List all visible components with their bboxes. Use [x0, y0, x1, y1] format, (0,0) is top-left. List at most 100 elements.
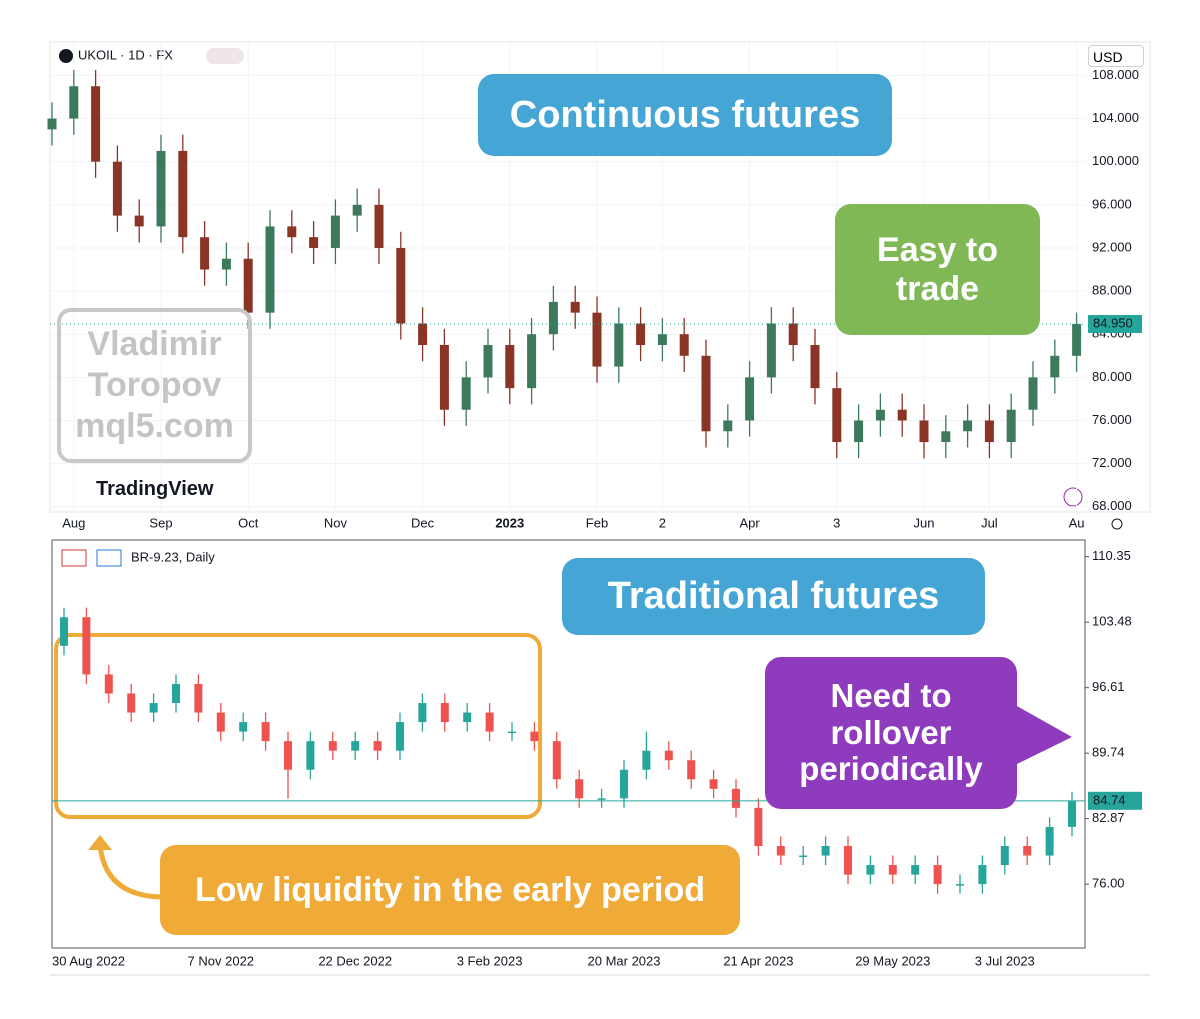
candle-body [911, 865, 920, 875]
y-tick-label: 92.000 [1092, 239, 1132, 254]
badge [206, 48, 244, 64]
candle-body [745, 377, 755, 421]
x-tick-label: 22 Dec 2022 [318, 953, 392, 968]
candle-body [642, 750, 651, 770]
candle-body [178, 150, 188, 238]
candle-body [941, 431, 951, 443]
candle-body [112, 161, 122, 216]
x-tick-label: Apr [739, 515, 760, 530]
x-tick-label: Feb [586, 515, 608, 530]
candle-body [1045, 826, 1054, 856]
candle-body [1050, 355, 1060, 378]
y-tick-label: 103.48 [1092, 614, 1132, 629]
candle-body [328, 741, 337, 751]
icon [96, 549, 122, 567]
x-tick-label: 3 Feb 2023 [457, 953, 523, 968]
y-tick-label: 100.000 [1092, 153, 1139, 168]
candle-body [306, 741, 315, 770]
candle-body [723, 420, 733, 432]
candle-body [766, 323, 776, 378]
x-tick-label: Nov [324, 515, 348, 530]
x-tick-label: Aug [62, 515, 85, 530]
annotation: Continuous futures [478, 74, 892, 156]
candle-body [888, 865, 897, 875]
icon [1063, 487, 1083, 507]
y-tick-label: 108.000 [1092, 67, 1139, 82]
annotation: Need to rollover periodically [765, 657, 1017, 809]
candle-body [418, 703, 427, 723]
candle-body [330, 215, 340, 248]
candle-body [821, 846, 830, 856]
price-tag [1088, 314, 1142, 333]
x-tick-label: 21 Apr 2023 [723, 953, 793, 968]
candle-body [1023, 846, 1032, 856]
candle-body [127, 693, 136, 713]
candle-body [1006, 409, 1016, 443]
candle-body [548, 301, 558, 335]
price-tag-label: 84.950 [1093, 315, 1133, 330]
candle-body [754, 807, 763, 846]
candle-body [156, 150, 166, 227]
candle-body [875, 409, 885, 421]
y-tick-label: 72.000 [1092, 455, 1132, 470]
currency-select[interactable]: USD [1088, 45, 1144, 67]
candle-body [284, 741, 292, 770]
watermark-line: mql5.com [75, 406, 234, 445]
candle-body [956, 884, 964, 886]
candle-body [1068, 800, 1076, 827]
candle-body [854, 420, 864, 443]
candle-body [82, 617, 91, 675]
candle-body [919, 420, 929, 443]
candle-body [60, 617, 68, 646]
candle-body [374, 204, 384, 248]
chart-title: BR-9.23, Daily [131, 549, 215, 564]
candle-body [701, 355, 711, 432]
x-tick-label: 3 [833, 515, 840, 530]
candle-body [732, 788, 740, 808]
candle-body [978, 865, 987, 885]
candle-body [396, 722, 404, 751]
candle-body [664, 750, 673, 761]
candle-body [216, 712, 225, 732]
candle-body [309, 237, 319, 248]
candle-body [679, 334, 689, 356]
arrow-head [88, 835, 112, 850]
symbol-icon [59, 49, 73, 63]
candle-body [172, 683, 180, 704]
candle-body [1000, 846, 1009, 866]
candle-body [134, 215, 144, 227]
candle-body [69, 86, 79, 119]
candle-body [570, 301, 580, 313]
candle-body [832, 388, 842, 443]
candle-body [530, 731, 539, 742]
candle-body [614, 323, 624, 367]
settings-icon[interactable] [1111, 518, 1123, 530]
candle-body [91, 86, 101, 162]
candle-body [933, 865, 942, 885]
icon [61, 549, 87, 567]
x-tick-label: Oct [238, 515, 259, 530]
candle-body [527, 334, 537, 389]
watermark: Vladimir Toropov mql5.com [57, 308, 252, 463]
chart-title: UKOIL · 1D · FX [78, 47, 173, 62]
price-tag [1088, 791, 1142, 810]
x-tick-label: 7 Nov 2022 [188, 953, 255, 968]
candle-body [984, 420, 994, 443]
candle-body [508, 731, 516, 734]
candle-body [776, 846, 785, 856]
candle-body [799, 855, 808, 858]
y-tick-label: 96.61 [1092, 679, 1125, 694]
annotation: Traditional futures [562, 558, 985, 635]
candle-body [194, 683, 203, 713]
candle-body [620, 769, 628, 799]
candle-body [221, 258, 231, 270]
candle-body [352, 204, 362, 216]
candle-body [373, 741, 382, 751]
candle-body [396, 247, 406, 324]
annotation: Easy to trade [835, 204, 1040, 335]
x-tick-label: Jun [914, 515, 935, 530]
x-tick-label: Sep [149, 515, 172, 530]
x-tick-label: 2 [659, 515, 666, 530]
candle-body [709, 779, 718, 789]
